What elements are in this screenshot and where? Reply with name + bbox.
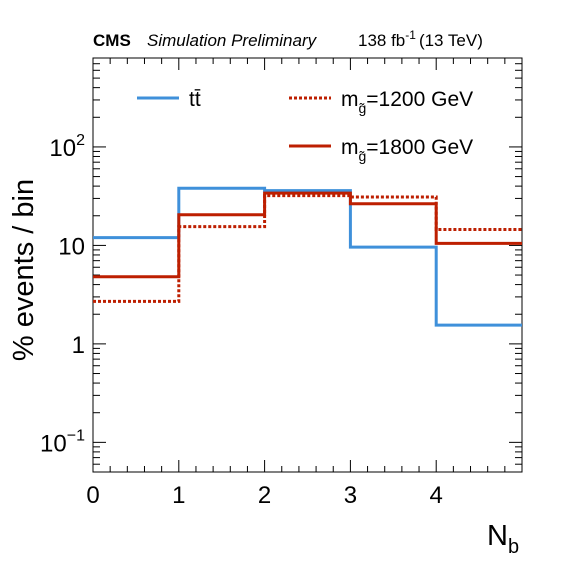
series-line [93,186,522,327]
plot-frame [92,57,523,473]
x-tick-label: 0 [86,482,99,509]
status-label: Simulation Preliminary [147,31,318,50]
legend-label-main: m [341,136,359,159]
x-tick-labels: 0 1 2 3 4 [86,482,443,509]
x-tick-label: 1 [172,482,185,509]
lumi-value: 138 fb [358,31,405,50]
experiment-label: CMS [93,31,131,50]
axis-ticks [92,57,523,473]
y-tick-label: 10 [58,233,85,260]
x-axis-label-main: N [487,520,508,552]
lumi-exponent: -1 [405,28,416,42]
y-tick-label: 102 [49,132,85,162]
x-tick-label: 4 [430,482,443,509]
legend-label: mg̃=1800 GeV [341,136,473,164]
y-tick-label-base: 10 [58,233,85,260]
y-tick-label-base: 1 [72,332,85,359]
y-tick-label: 10−1 [40,427,85,457]
legend-label: mg̃=1200 GeV [341,88,473,116]
y-tick-label-base: 10 [49,135,76,162]
x-tick-label: 2 [258,482,271,509]
y-tick-label-exponent: −1 [67,427,85,444]
legend-label: tt̄ [189,88,201,111]
legend-label-sub: g̃ [359,100,367,116]
x-axis-label-sub: b [508,536,519,558]
y-tick-label: 1 [72,332,85,359]
y-axis-label: % events / bin [8,179,40,361]
legend-label-main: m [341,88,359,111]
series-line [93,191,522,279]
series-lines [93,186,522,327]
legend-label-rest: =1200 GeV [366,88,473,111]
y-tick-label-base: 10 [40,430,67,457]
legend-label-sub: g̃ [359,148,367,164]
series-line [93,194,522,303]
lumi-label: 138 fb-1 (13 TeV) [358,28,483,50]
y-tick-label-exponent: 2 [76,132,85,149]
x-tick-label: 3 [344,482,357,509]
legend-label-rest: =1800 GeV [366,136,473,159]
x-axis-label: Nb [487,520,519,558]
energy-label: (13 TeV) [419,31,483,50]
legend-label-main: tt̄ [189,88,201,111]
